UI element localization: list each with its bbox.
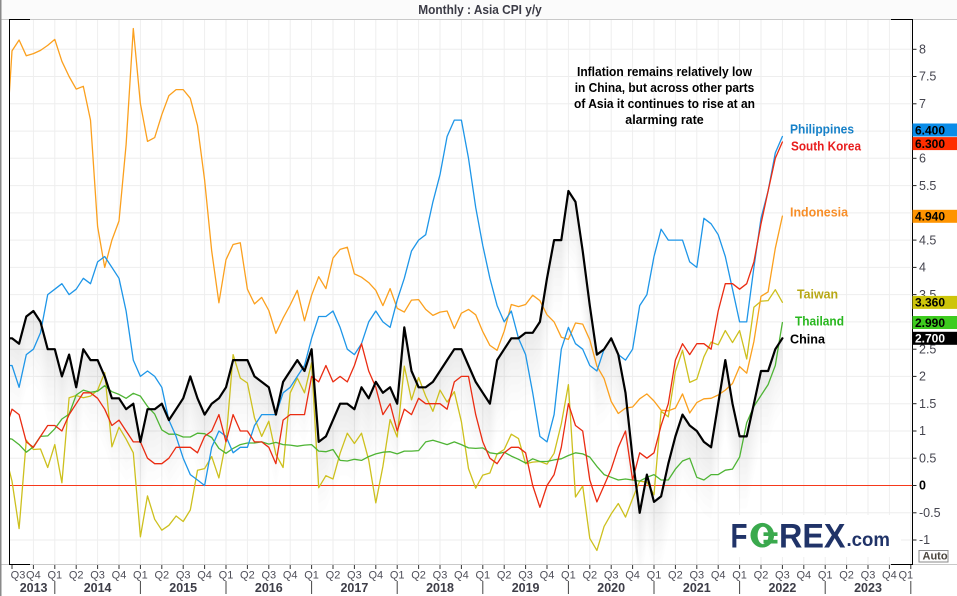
svg-text:0.5: 0.5 bbox=[919, 451, 936, 465]
svg-text:F: F bbox=[731, 518, 748, 556]
svg-text:2018: 2018 bbox=[426, 581, 454, 595]
svg-text:Q1: Q1 bbox=[304, 570, 319, 582]
svg-text:Q4: Q4 bbox=[625, 570, 640, 582]
svg-text:2020: 2020 bbox=[597, 581, 625, 595]
svg-text:2022: 2022 bbox=[768, 581, 796, 595]
svg-text:6: 6 bbox=[919, 152, 926, 166]
svg-text:Q2: Q2 bbox=[411, 570, 426, 582]
svg-text:Q2: Q2 bbox=[668, 570, 683, 582]
svg-text:6.400: 6.400 bbox=[915, 123, 945, 137]
svg-text:Taiwan: Taiwan bbox=[797, 287, 838, 302]
svg-text:Q4: Q4 bbox=[368, 570, 383, 582]
svg-text:Q1: Q1 bbox=[475, 570, 490, 582]
svg-text:1.5: 1.5 bbox=[919, 397, 936, 411]
svg-text:Q3: Q3 bbox=[11, 570, 26, 582]
svg-text:Q3: Q3 bbox=[689, 570, 704, 582]
svg-text:Q4: Q4 bbox=[796, 570, 811, 582]
svg-text:2021: 2021 bbox=[683, 581, 711, 595]
svg-text:.com: .com bbox=[847, 530, 891, 551]
svg-text:1: 1 bbox=[919, 424, 926, 438]
svg-text:Inflation remains relatively l: Inflation remains relatively low bbox=[577, 64, 752, 79]
svg-text:Q4: Q4 bbox=[711, 570, 726, 582]
svg-text:Q3: Q3 bbox=[775, 570, 790, 582]
svg-text:Q4: Q4 bbox=[454, 570, 469, 582]
svg-text:2013: 2013 bbox=[20, 581, 48, 595]
svg-text:2023: 2023 bbox=[854, 581, 882, 595]
svg-text:REX: REX bbox=[779, 518, 846, 556]
svg-text:2.5: 2.5 bbox=[919, 342, 936, 356]
svg-text:Philippines: Philippines bbox=[790, 122, 854, 137]
svg-text:in China, but across other par: in China, but across other parts bbox=[575, 80, 755, 95]
svg-text:2017: 2017 bbox=[340, 581, 368, 595]
svg-text:0: 0 bbox=[919, 479, 926, 493]
svg-text:Q3: Q3 bbox=[347, 570, 362, 582]
svg-text:2.700: 2.700 bbox=[915, 332, 945, 346]
svg-text:Q1: Q1 bbox=[898, 570, 913, 582]
svg-text:2.990: 2.990 bbox=[915, 316, 945, 330]
svg-text:Q1: Q1 bbox=[647, 570, 662, 582]
svg-text:Q2: Q2 bbox=[326, 570, 341, 582]
svg-text:5.5: 5.5 bbox=[919, 179, 936, 193]
svg-text:Q3: Q3 bbox=[861, 570, 876, 582]
svg-text:Q3: Q3 bbox=[90, 570, 105, 582]
svg-text:Q2: Q2 bbox=[154, 570, 169, 582]
svg-text:Q4: Q4 bbox=[26, 570, 41, 582]
svg-text:Q4: Q4 bbox=[197, 570, 212, 582]
svg-text:Q3: Q3 bbox=[604, 570, 619, 582]
svg-text:-0.5: -0.5 bbox=[919, 506, 941, 520]
svg-text:4: 4 bbox=[919, 261, 926, 275]
svg-text:7: 7 bbox=[919, 97, 926, 111]
svg-text:Q2: Q2 bbox=[754, 570, 769, 582]
svg-text:South Korea: South Korea bbox=[791, 139, 862, 154]
svg-text:Q1: Q1 bbox=[47, 570, 62, 582]
svg-text:Q1: Q1 bbox=[732, 570, 747, 582]
svg-text:Q1: Q1 bbox=[133, 570, 148, 582]
svg-text:4.5: 4.5 bbox=[919, 233, 936, 247]
svg-text:Q1: Q1 bbox=[818, 570, 833, 582]
svg-text:Q1: Q1 bbox=[561, 570, 576, 582]
svg-text:Q2: Q2 bbox=[497, 570, 512, 582]
svg-text:Monthly : Asia CPI y/y: Monthly : Asia CPI y/y bbox=[418, 2, 542, 17]
svg-text:Q2: Q2 bbox=[240, 570, 255, 582]
svg-text:Q2: Q2 bbox=[69, 570, 84, 582]
svg-text:2: 2 bbox=[919, 370, 926, 384]
svg-text:alarming rate: alarming rate bbox=[625, 112, 704, 127]
svg-text:Thailand: Thailand bbox=[795, 314, 844, 329]
svg-text:Q3: Q3 bbox=[518, 570, 533, 582]
svg-text:Auto: Auto bbox=[923, 551, 948, 563]
svg-text:Q4: Q4 bbox=[112, 570, 127, 582]
svg-text:6.300: 6.300 bbox=[915, 137, 945, 151]
svg-text:Q1: Q1 bbox=[390, 570, 405, 582]
svg-text:4.940: 4.940 bbox=[915, 210, 945, 224]
svg-text:Q3: Q3 bbox=[261, 570, 276, 582]
svg-text:2015: 2015 bbox=[169, 581, 197, 595]
svg-text:Q4: Q4 bbox=[283, 570, 298, 582]
svg-text:Q2: Q2 bbox=[839, 570, 854, 582]
svg-text:Indonesia: Indonesia bbox=[790, 205, 849, 220]
svg-text:2019: 2019 bbox=[512, 581, 540, 595]
svg-text:Q2: Q2 bbox=[582, 570, 597, 582]
svg-text:7.5: 7.5 bbox=[919, 70, 936, 84]
svg-text:Q4: Q4 bbox=[882, 570, 897, 582]
svg-text:3.360: 3.360 bbox=[915, 296, 945, 310]
svg-text:8: 8 bbox=[919, 43, 926, 57]
svg-text:Q3: Q3 bbox=[176, 570, 191, 582]
svg-text:Q3: Q3 bbox=[433, 570, 448, 582]
svg-text:2016: 2016 bbox=[255, 581, 283, 595]
svg-text:Q4: Q4 bbox=[540, 570, 555, 582]
svg-text:of Asia it continues to rise a: of Asia it continues to rise at an bbox=[574, 96, 755, 111]
svg-text:China: China bbox=[790, 332, 826, 347]
svg-text:2014: 2014 bbox=[84, 581, 112, 595]
svg-text:Q1: Q1 bbox=[219, 570, 234, 582]
svg-text:-1: -1 bbox=[919, 533, 930, 547]
